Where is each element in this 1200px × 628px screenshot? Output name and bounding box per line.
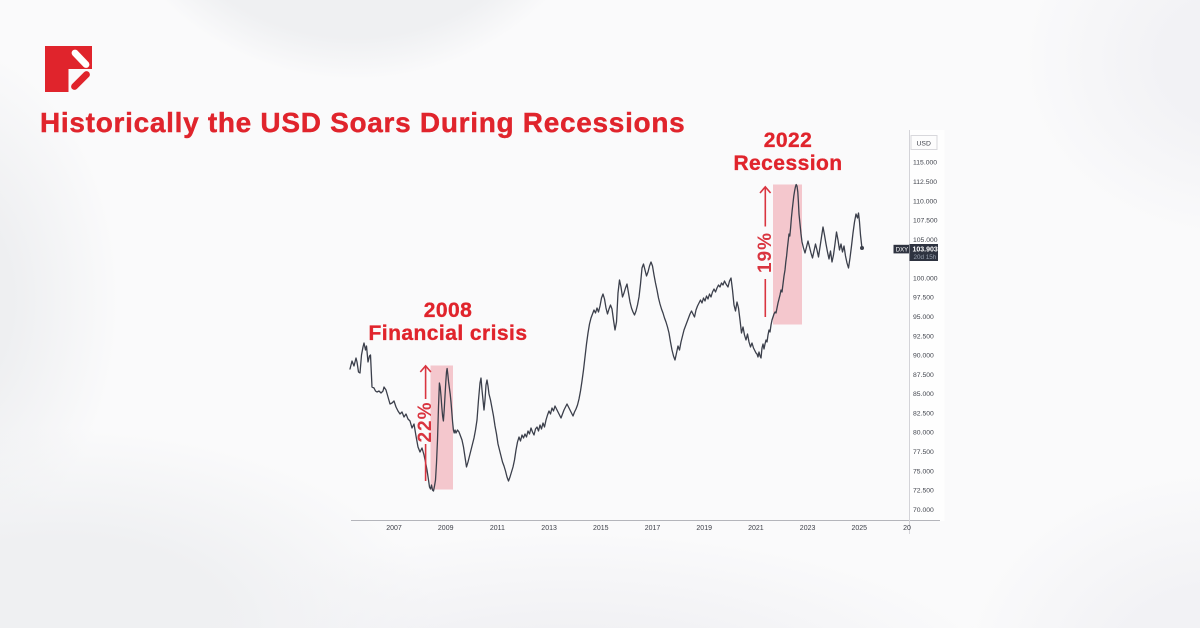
svg-text:103.903: 103.903 (913, 246, 938, 253)
svg-text:90.000: 90.000 (913, 353, 934, 360)
svg-text:2017: 2017 (645, 525, 661, 532)
svg-text:100.000: 100.000 (913, 275, 938, 282)
svg-text:107.500: 107.500 (913, 218, 938, 225)
svg-text:92.500: 92.500 (913, 333, 934, 340)
svg-text:72.500: 72.500 (913, 488, 934, 495)
svg-text:77.500: 77.500 (913, 449, 934, 456)
svg-text:85.000: 85.000 (913, 391, 934, 398)
svg-text:2023: 2023 (800, 525, 816, 532)
svg-text:105.000: 105.000 (913, 237, 938, 244)
svg-text:2013: 2013 (541, 525, 557, 532)
svg-text:110.000: 110.000 (913, 198, 937, 205)
svg-text:87.500: 87.500 (913, 372, 934, 379)
svg-text:95.000: 95.000 (913, 314, 934, 321)
svg-text:2009: 2009 (438, 525, 454, 532)
svg-text:2007: 2007 (386, 525, 402, 532)
svg-text:2025: 2025 (852, 525, 868, 532)
svg-text:USD: USD (917, 140, 931, 147)
svg-text:75.000: 75.000 (913, 468, 934, 475)
svg-text:112.500: 112.500 (913, 179, 937, 186)
svg-text:70.000: 70.000 (913, 507, 934, 514)
svg-text:80.000: 80.000 (913, 430, 934, 437)
svg-text:115.000: 115.000 (913, 160, 937, 167)
svg-text:20: 20 (903, 525, 911, 532)
svg-text:2021: 2021 (748, 525, 764, 532)
svg-text:19%: 19% (755, 232, 776, 273)
svg-text:2011: 2011 (490, 525, 505, 532)
svg-text:2019: 2019 (696, 525, 712, 532)
svg-text:DXY: DXY (896, 247, 908, 253)
svg-text:22%: 22% (415, 401, 436, 442)
svg-text:97.500: 97.500 (913, 295, 934, 302)
svg-text:82.500: 82.500 (913, 411, 934, 418)
svg-text:2015: 2015 (593, 525, 609, 532)
svg-text:20d 15h: 20d 15h (914, 254, 937, 261)
